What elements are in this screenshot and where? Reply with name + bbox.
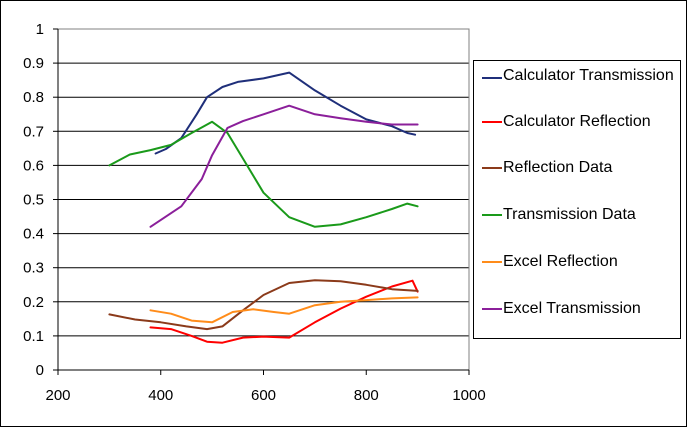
y-tick-label: 0.6 bbox=[23, 157, 44, 174]
x-tick-label: 200 bbox=[45, 387, 70, 404]
y-tick-label: 0.1 bbox=[23, 328, 44, 345]
legend-entry-reflection-data: Reflection Data bbox=[474, 157, 680, 181]
legend-swatch bbox=[482, 308, 502, 310]
legend-swatch bbox=[482, 261, 502, 263]
legend-label: Calculator Reflection bbox=[503, 113, 651, 130]
y-tick-label: 0.5 bbox=[23, 192, 44, 209]
series-lines bbox=[108, 71, 419, 344]
y-tick-label: 0.9 bbox=[23, 55, 44, 72]
legend-label: Calculator Transmission bbox=[503, 67, 674, 84]
legend-swatch bbox=[482, 121, 502, 123]
legend-swatch bbox=[482, 77, 502, 79]
x-tick-label: 600 bbox=[251, 387, 276, 404]
legend-entry-calculator-reflection: Calculator Reflection bbox=[474, 111, 680, 135]
series-line-excel-transmission bbox=[149, 104, 419, 228]
y-tick-label: 0.7 bbox=[23, 123, 44, 140]
y-tick-label: 0 bbox=[36, 362, 44, 379]
legend-label: Transmission Data bbox=[503, 206, 636, 223]
legend-entry-calculator-transmission: Calculator Transmission bbox=[474, 65, 680, 109]
tick-labels: 0 0.1 0.2 0.3 0.4 0.5 0.6 0.7 0.8 0.9 1 200 400 600 80… bbox=[23, 21, 486, 404]
legend-swatch bbox=[482, 214, 502, 216]
y-tick-label: 0.8 bbox=[23, 89, 44, 106]
series-line-reflection-data bbox=[108, 279, 419, 331]
legend-entry-transmission-data: Transmission Data bbox=[474, 204, 680, 228]
y-tick-label: 1 bbox=[36, 21, 44, 38]
series-line-calculator-reflection bbox=[149, 279, 419, 344]
y-tick-label: 0.3 bbox=[23, 260, 44, 277]
series-line-excel-reflection bbox=[149, 296, 419, 324]
y-tick-label: 0.2 bbox=[23, 294, 44, 311]
series-line-calculator-transmission bbox=[154, 71, 417, 155]
legend-label: Excel Reflection bbox=[503, 253, 618, 270]
x-tick-label: 800 bbox=[354, 387, 379, 404]
legend-label: Reflection Data bbox=[503, 159, 613, 176]
legend-swatch bbox=[482, 167, 502, 169]
legend-entry-excel-reflection: Excel Reflection bbox=[474, 251, 680, 275]
legend-entry-excel-transmission: Excel Transmission bbox=[474, 298, 680, 322]
axes bbox=[53, 28, 470, 375]
x-tick-label: 400 bbox=[148, 387, 173, 404]
y-tick-label: 0.4 bbox=[23, 226, 44, 243]
series-line-transmission-data bbox=[108, 120, 419, 228]
x-tick-label: 1000 bbox=[452, 387, 485, 404]
legend-label: Excel Transmission bbox=[503, 300, 641, 317]
legend: Calculator Transmission Calculator Refle… bbox=[473, 60, 681, 339]
